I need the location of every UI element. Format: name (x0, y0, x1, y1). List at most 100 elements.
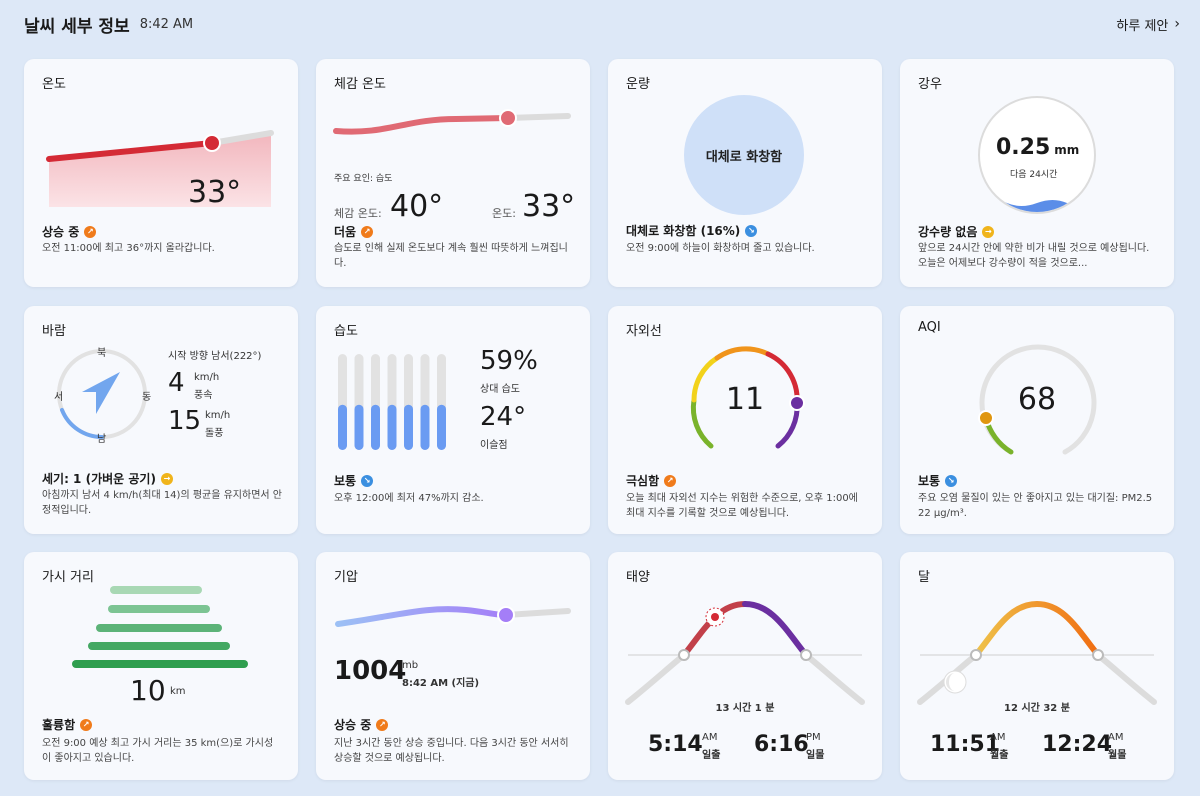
pressure-desc: 지난 3시간 동안 상승 중입니다. 다음 3시간 동안 서서히 상승할 것으로… (334, 738, 569, 764)
humidity-bar-fill (387, 404, 397, 450)
aqi-marker (978, 410, 994, 426)
visibility-desc: 오전 9:00 예상 최고 가시 거리는 35 km(으)로 가시성이 좋아지고… (42, 738, 274, 764)
day-suggestion-link[interactable]: 하루 제안 › (1116, 15, 1180, 34)
humidity-bar-fill (354, 404, 364, 450)
temperature-title: 온도 (42, 77, 66, 92)
feels-like-graph (333, 109, 571, 135)
rain-card[interactable]: 강우 0.25 mm 다음 24시간 강수량 없음 → 앞으로 24시간 안에 … (900, 59, 1174, 287)
cloud-cover-title: 운량 (626, 77, 650, 92)
feels-like-title: 체감 온도 (334, 77, 386, 92)
visibility-value: 10 (130, 674, 166, 707)
feels-temp-value: 33° (522, 189, 576, 224)
pressure-time: 8:42 AM (지금) (402, 678, 480, 689)
rain-desc: 앞으로 24시간 안에 약한 비가 내릴 것으로 예상됩니다. 오늘은 어제보다… (918, 243, 1150, 269)
humidity-desc: 오후 12:00에 최저 47%까지 감소. (334, 493, 484, 504)
header-time: 8:42 AM (139, 16, 194, 32)
aqi-desc: 주요 오염 물질이 있는 안 좋아지고 있는 대기질: PM2.5 22 µg/… (918, 493, 1153, 519)
trend-up-icon: ↗ (664, 474, 677, 487)
cloud-cover-status: 대체로 화창함 (16%) ↘ (626, 222, 758, 239)
page-title: 날씨 세부 정보 (24, 16, 130, 37)
trend-down-icon: ↘ (945, 474, 958, 487)
temperature-desc: 오전 11:00에 최고 36°까지 올라갑니다. (42, 243, 215, 254)
trend-down-icon: ↘ (361, 474, 374, 487)
visibility-status: 훌륭함 ↗ (42, 716, 93, 733)
rain-title: 강우 (918, 77, 942, 92)
moon-duration: 12 시간 32 분 (1004, 703, 1070, 714)
trend-flat-icon: → (982, 225, 995, 238)
compass-north: 북 (97, 348, 107, 359)
humidity-bar-fill (404, 404, 413, 450)
humidity-card[interactable]: 습도 59% 상대 습도 24° 이슬점 보통 ↘ 오후 12:00에 최저 4… (316, 306, 590, 534)
uv-marker (789, 395, 805, 411)
cloud-cover-desc: 오전 9:00에 하늘이 화창하며 줄고 있습니다. (626, 243, 815, 254)
rain-sub: 다음 24시간 (1010, 170, 1058, 180)
temperature-status-label: 상승 중 (42, 225, 80, 239)
humidity-bars (338, 354, 446, 450)
sun-icon (705, 607, 725, 627)
wind-status: 세기: 1 (가벼운 공기) → (42, 470, 173, 487)
pressure-value: 1004 (334, 656, 407, 686)
temperature-marker (203, 134, 221, 152)
dew-point-value: 24° (480, 402, 527, 432)
feels-like-card[interactable]: 체감 온도 주요 요인: 습도 체감 온도: 40° 온도: 33° 더움 ↗ … (316, 59, 590, 287)
cloud-cover-circle-text: 대체로 화창함 (705, 149, 783, 165)
humidity-bar-fill (437, 404, 446, 450)
uv-card[interactable]: 자외선 11 극심함 ↗ 오늘 최대 자외선 지수는 위험한 수준으로, 오후 … (608, 306, 882, 534)
moon-card[interactable]: 달 12 시간 32 분 11:51 AM 월출 12:24 AM 월몰 (900, 552, 1174, 780)
sunrise-label: 일출 (702, 750, 721, 761)
humidity-title: 습도 (334, 324, 358, 339)
sun-title: 태양 (626, 570, 650, 585)
feels-like-status: 더움 ↗ (334, 223, 374, 240)
uv-status: 극심함 ↗ (626, 472, 677, 489)
feels-like-label: 체감 온도: (334, 207, 382, 220)
day-suggestion-label: 하루 제안 (1116, 18, 1169, 34)
rain-status: 강수량 없음 → (918, 223, 995, 240)
humidity-status-label: 보통 (334, 474, 357, 488)
compass-west: 서 (54, 392, 64, 403)
visibility-status-label: 훌륭함 (42, 718, 76, 732)
aqi-card[interactable]: AQI 68 보통 ↘ 주요 오염 물질이 있는 안 좋아지고 있는 대기질: … (900, 306, 1174, 534)
sun-arc (625, 601, 865, 705)
humidity-bar-fill (420, 404, 430, 450)
wind-gust-label: 돌풍 (205, 428, 224, 439)
wind-card[interactable]: 바람 북 동 남 서 시작 방향 남서(222°) 4 km/h 풍속 15 k… (24, 306, 298, 534)
cloud-cover-card[interactable]: 운량 대체로 화창함 대체로 화창함 (16%) ↘ 오전 9:00에 하늘이 … (608, 59, 882, 287)
trend-down-icon: ↘ (745, 224, 758, 237)
uv-value: 11 (725, 382, 765, 417)
moonset-ampm: AM (1108, 732, 1124, 743)
visibility-bars (72, 586, 248, 668)
visibility-unit: km (170, 686, 186, 697)
pressure-marker (497, 606, 515, 624)
visibility-card[interactable]: 가시 거리 10 km 훌륭함 ↗ 오전 9:00 예상 최고 가시 거리는 3… (24, 552, 298, 780)
moonrise-ampm: AM (990, 732, 1006, 743)
temperature-graph (46, 130, 274, 207)
trend-flat-icon: → (160, 472, 173, 485)
feels-like-factor: 주요 요인: 습도 (334, 174, 393, 184)
uv-gauge (690, 346, 805, 449)
humidity-status: 보통 ↘ (334, 472, 374, 489)
feels-like-value: 40° (390, 189, 444, 224)
feels-like-status-label: 더움 (334, 225, 357, 239)
pressure-status: 상승 중 ↗ (334, 716, 389, 733)
aqi-value: 68 (1017, 382, 1057, 417)
rain-gauge (978, 96, 1096, 214)
wind-title: 바람 (42, 324, 66, 339)
sun-card[interactable]: 태양 13 시간 1 분 5:14 AM 일출 6:16 PM 일몰 (608, 552, 882, 780)
moonset-label: 월몰 (1108, 750, 1127, 761)
wind-gust: 15 (168, 406, 202, 436)
visibility-title: 가시 거리 (42, 570, 94, 585)
uv-desc: 오늘 최대 자외선 지수는 위험한 수준으로, 오후 1:00에 최대 지수를 … (626, 493, 858, 519)
moon-title: 달 (918, 570, 930, 585)
aqi-status-label: 보통 (918, 474, 941, 488)
moon-arc (917, 600, 1157, 705)
sunset-label: 일몰 (806, 750, 825, 761)
rain-unit: mm (1054, 143, 1080, 157)
wind-compass (57, 349, 147, 440)
pressure-card[interactable]: 기압 1004 mb 8:42 AM (지금) 상승 중 ↗ 지난 3시간 동안… (316, 552, 590, 780)
wind-status-label: 세기: 1 (가벼운 공기) (42, 472, 156, 486)
compass-east: 동 (142, 392, 152, 403)
temperature-card[interactable]: 온도 33° 상승 중 ↗ 오전 11:00에 최고 36°까지 올라갑니다. (24, 59, 298, 287)
trend-up-icon: ↗ (80, 718, 93, 731)
pressure-status-label: 상승 중 (334, 718, 372, 732)
uv-title: 자외선 (626, 324, 662, 339)
